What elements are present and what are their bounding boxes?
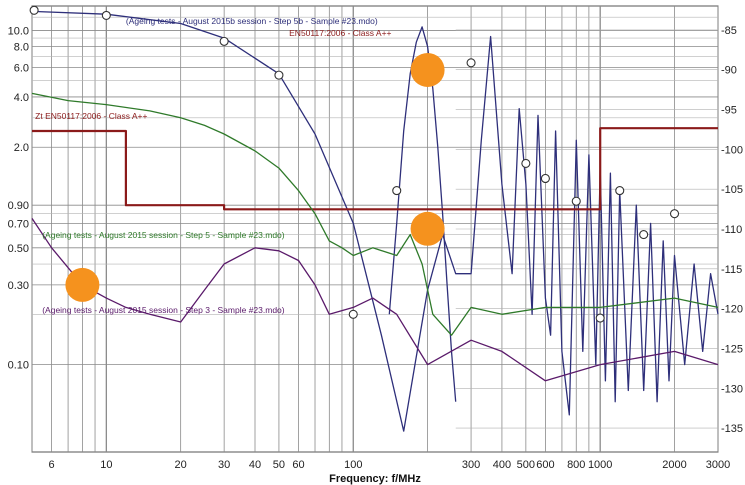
y-right-tick-label: -95 [721,105,737,117]
x-tick-label: 6 [48,459,54,471]
series-marker [392,186,402,196]
y-right-tick-label: -125 [721,343,743,355]
series-marker [466,58,476,68]
annotation-label: Zt EN50117:2006 - Class A++ [35,111,147,121]
series-marker [639,230,649,240]
series-marker [348,309,358,319]
series-line-red [32,127,718,211]
x-tick-label: 500 [517,459,535,471]
y-left-tick-label: 10.0 [8,25,29,37]
x-tick-label: 30 [218,459,230,471]
y-right-tick-label: -130 [721,383,743,395]
y-left-tick-label: 6.0 [14,62,29,74]
y-left-tick-label: 4.0 [14,92,29,104]
x-axis-label: Frequency: f/MHz [329,473,421,485]
series-marker [274,70,284,80]
x-tick-label: 100 [344,459,362,471]
y-right-tick-label: -135 [721,423,743,435]
y-right-tick-label: -85 [721,25,737,37]
x-tick-label: 10 [100,459,112,471]
highlight-dot [65,267,100,302]
y-left-tick-label: 0.30 [8,280,29,292]
y-left-tick-label: 0.10 [8,360,29,372]
highlight-dot [410,52,445,87]
series-marker [540,173,550,184]
x-tick-label: 60 [292,459,304,471]
annotation-label: EN50117:2006 - Class A++ [289,28,391,38]
x-tick-label: 3000 [706,459,730,471]
annotation-label: (Ageing tests - August 2015b session - S… [126,16,378,26]
y-left-tick-label: 8.0 [14,42,29,54]
x-tick-label: 2000 [662,459,686,471]
y-right-tick-label: -115 [721,264,742,276]
x-tick-label: 1000 [588,459,612,471]
x-tick-label: 50 [273,459,285,471]
series-marker [571,196,581,206]
x-tick-label: 600 [536,459,554,471]
series-marker [615,186,625,196]
annotation-label: (Ageing tests - August 2015 session - St… [42,305,285,315]
y-left-tick-label: 0.90 [8,200,29,212]
x-tick-label: 20 [175,459,187,471]
y-left-tick-label: 0.50 [8,243,29,255]
series-line-purple [31,218,719,382]
series-marker [29,5,39,15]
series-line-green [31,92,719,336]
y-right-tick-label: -90 [721,65,737,77]
series-marker [219,36,229,46]
series-marker [669,209,680,219]
series-line-blue [31,10,719,432]
x-tick-label: 300 [462,459,480,471]
y-right-tick-label: -100 [721,144,743,156]
annotation-label: (Ageing tests - August 2015 session - St… [42,230,285,240]
y-left-tick-label: 0.70 [8,218,29,230]
y-left-tick-label: 2.0 [14,142,29,154]
series-line-blue [388,26,457,402]
series-marker [595,313,605,323]
x-tick-label: 40 [249,459,261,471]
series-marker [101,10,111,20]
y-right-tick-label: -105 [721,184,743,196]
x-tick-label: 400 [493,459,511,471]
x-tick-label: 800 [567,459,585,471]
y-right-tick-label: -110 [721,224,742,236]
highlight-dot [410,211,445,246]
series-marker [521,158,531,168]
y-right-tick-label: -120 [721,304,743,316]
